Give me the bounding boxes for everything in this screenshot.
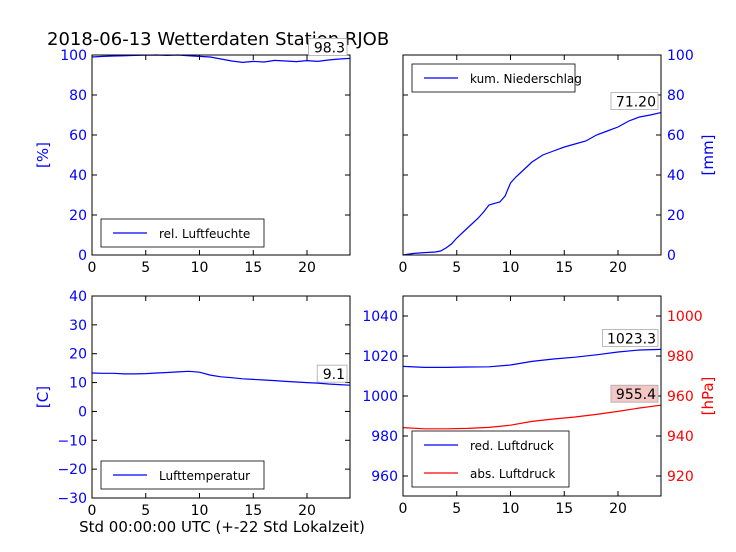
legend: red. Luftdruck abs. Luftdruck	[411, 430, 570, 488]
value-label: 9.1	[323, 367, 345, 383]
y-axis-label: [%]	[34, 142, 52, 168]
x-tick-label: 15	[555, 260, 573, 276]
y-tick-label: 0	[667, 248, 676, 264]
legend-frame	[411, 430, 570, 488]
legend-label: rel. Luftfeuchte	[159, 227, 250, 241]
plot-frame	[91, 54, 351, 256]
x-tick-label: 0	[399, 501, 408, 517]
chart-panel-bottom-left: 0 5 10 15 20 −30 −20 −10 0 10 20 30 40 [C] Lufttempera…	[34, 289, 351, 519]
series-line-lufttemperatur	[91, 370, 351, 386]
y-tick-label: 40	[69, 168, 87, 184]
x-tick-label: 15	[244, 260, 262, 276]
x-tick-label: 20	[609, 260, 627, 276]
series-line-rel-luftfeuchte	[91, 54, 351, 64]
y-tick-label: 1020	[362, 349, 398, 365]
legend-label: kum. Niederschlag	[470, 72, 582, 86]
y-tick-label: 30	[69, 318, 87, 334]
y-tick-label: 100	[60, 48, 87, 64]
legend: Lufttemperatur	[100, 460, 265, 490]
y-tick-label: 80	[69, 88, 87, 104]
y-tick-label: 980	[371, 429, 398, 445]
y-tick-label: 80	[667, 88, 685, 104]
figure-title: 2018-06-13 Wetterdaten Station RJOB	[47, 29, 389, 50]
y-tick-label: 60	[69, 128, 87, 144]
chart-panel-top-right: 0 5 10 15 20 0 20 40 60 80 100 [mm] kum. Niederschla…	[399, 48, 717, 276]
legend: kum. Niederschlag	[411, 63, 582, 93]
y-axis-label: [mm]	[699, 135, 717, 176]
x-tick-label: 0	[88, 503, 97, 519]
x-tick-label: 10	[191, 503, 209, 519]
y-tick-label: 20	[69, 208, 87, 224]
x-tick-label: 10	[502, 260, 520, 276]
legend-label: Lufttemperatur	[159, 469, 250, 483]
legend: rel. Luftfeuchte	[100, 218, 265, 248]
value-label-box	[602, 328, 659, 347]
y-tick-label: 60	[667, 128, 685, 144]
series-line-red-luftdruck	[402, 348, 662, 368]
x-tick-label: 0	[88, 260, 97, 276]
y-right-tick-label: 980	[667, 349, 694, 365]
series-line-kum-niederschlag	[402, 112, 662, 256]
y-tick-label: 40	[667, 168, 685, 184]
y-tick-label: 20	[667, 208, 685, 224]
x-tick-label: 20	[298, 260, 316, 276]
x-tick-label: 15	[244, 503, 262, 519]
x-tick-label: 5	[141, 260, 150, 276]
legend-label: abs. Luftdruck	[470, 467, 555, 481]
value-label-box	[610, 92, 659, 110]
plot-frame	[91, 295, 351, 499]
value-label: 955.4	[616, 387, 656, 403]
series-line-abs-luftdruck	[402, 404, 662, 430]
x-tick-label: 10	[191, 260, 209, 276]
y-tick-label: −20	[57, 462, 87, 478]
value-label-box	[610, 384, 659, 403]
y-right-tick-label: 920	[667, 469, 694, 485]
value-label: 71.20	[616, 95, 656, 111]
y-right-tick-label: 940	[667, 429, 694, 445]
y-axis-label: [hPa]	[699, 377, 717, 416]
chart-panel-bottom-right: 0 5 10 15 20 960 980 1000 1020 1040 920 940 960 980 10…	[362, 295, 717, 517]
y-tick-label: 40	[69, 289, 87, 305]
x-tick-label: 15	[555, 501, 573, 517]
x-tick-label: 5	[452, 501, 461, 517]
y-right-tick-label: 1000	[667, 309, 703, 325]
legend-label: red. Luftdruck	[470, 439, 554, 453]
y-tick-label: 960	[371, 469, 398, 485]
y-tick-label: 0	[78, 248, 87, 264]
y-tick-label: 1040	[362, 309, 398, 325]
x-tick-label: 20	[298, 503, 316, 519]
y-tick-label: 10	[69, 376, 87, 392]
y-tick-label: 1000	[362, 389, 398, 405]
y-tick-label: 100	[667, 48, 694, 64]
y-right-tick-label: 960	[667, 389, 694, 405]
x-tick-label: 10	[502, 501, 520, 517]
plot-frame	[402, 54, 662, 256]
value-label: 1023.3	[607, 331, 656, 347]
x-tick-label: 0	[399, 260, 408, 276]
y-tick-label: −10	[57, 433, 87, 449]
value-label: 98.3	[314, 40, 345, 56]
y-tick-label: 20	[69, 347, 87, 363]
figure-xlabel: Std 00:00:00 UTC (+-22 Std Lokalzeit)	[79, 518, 365, 536]
y-axis-label: [C]	[34, 386, 52, 408]
chart-panel-top-left: 0 5 10 15 20 0 20 40 60 80 100 [%] rel. Luftfeuchte 9…	[34, 38, 351, 276]
x-tick-label: 5	[141, 503, 150, 519]
x-tick-label: 20	[609, 501, 627, 517]
y-tick-label: −30	[57, 491, 87, 507]
value-label-box	[308, 38, 348, 56]
y-tick-label: 0	[78, 404, 87, 420]
value-label-box	[316, 364, 348, 383]
x-tick-label: 5	[452, 260, 461, 276]
